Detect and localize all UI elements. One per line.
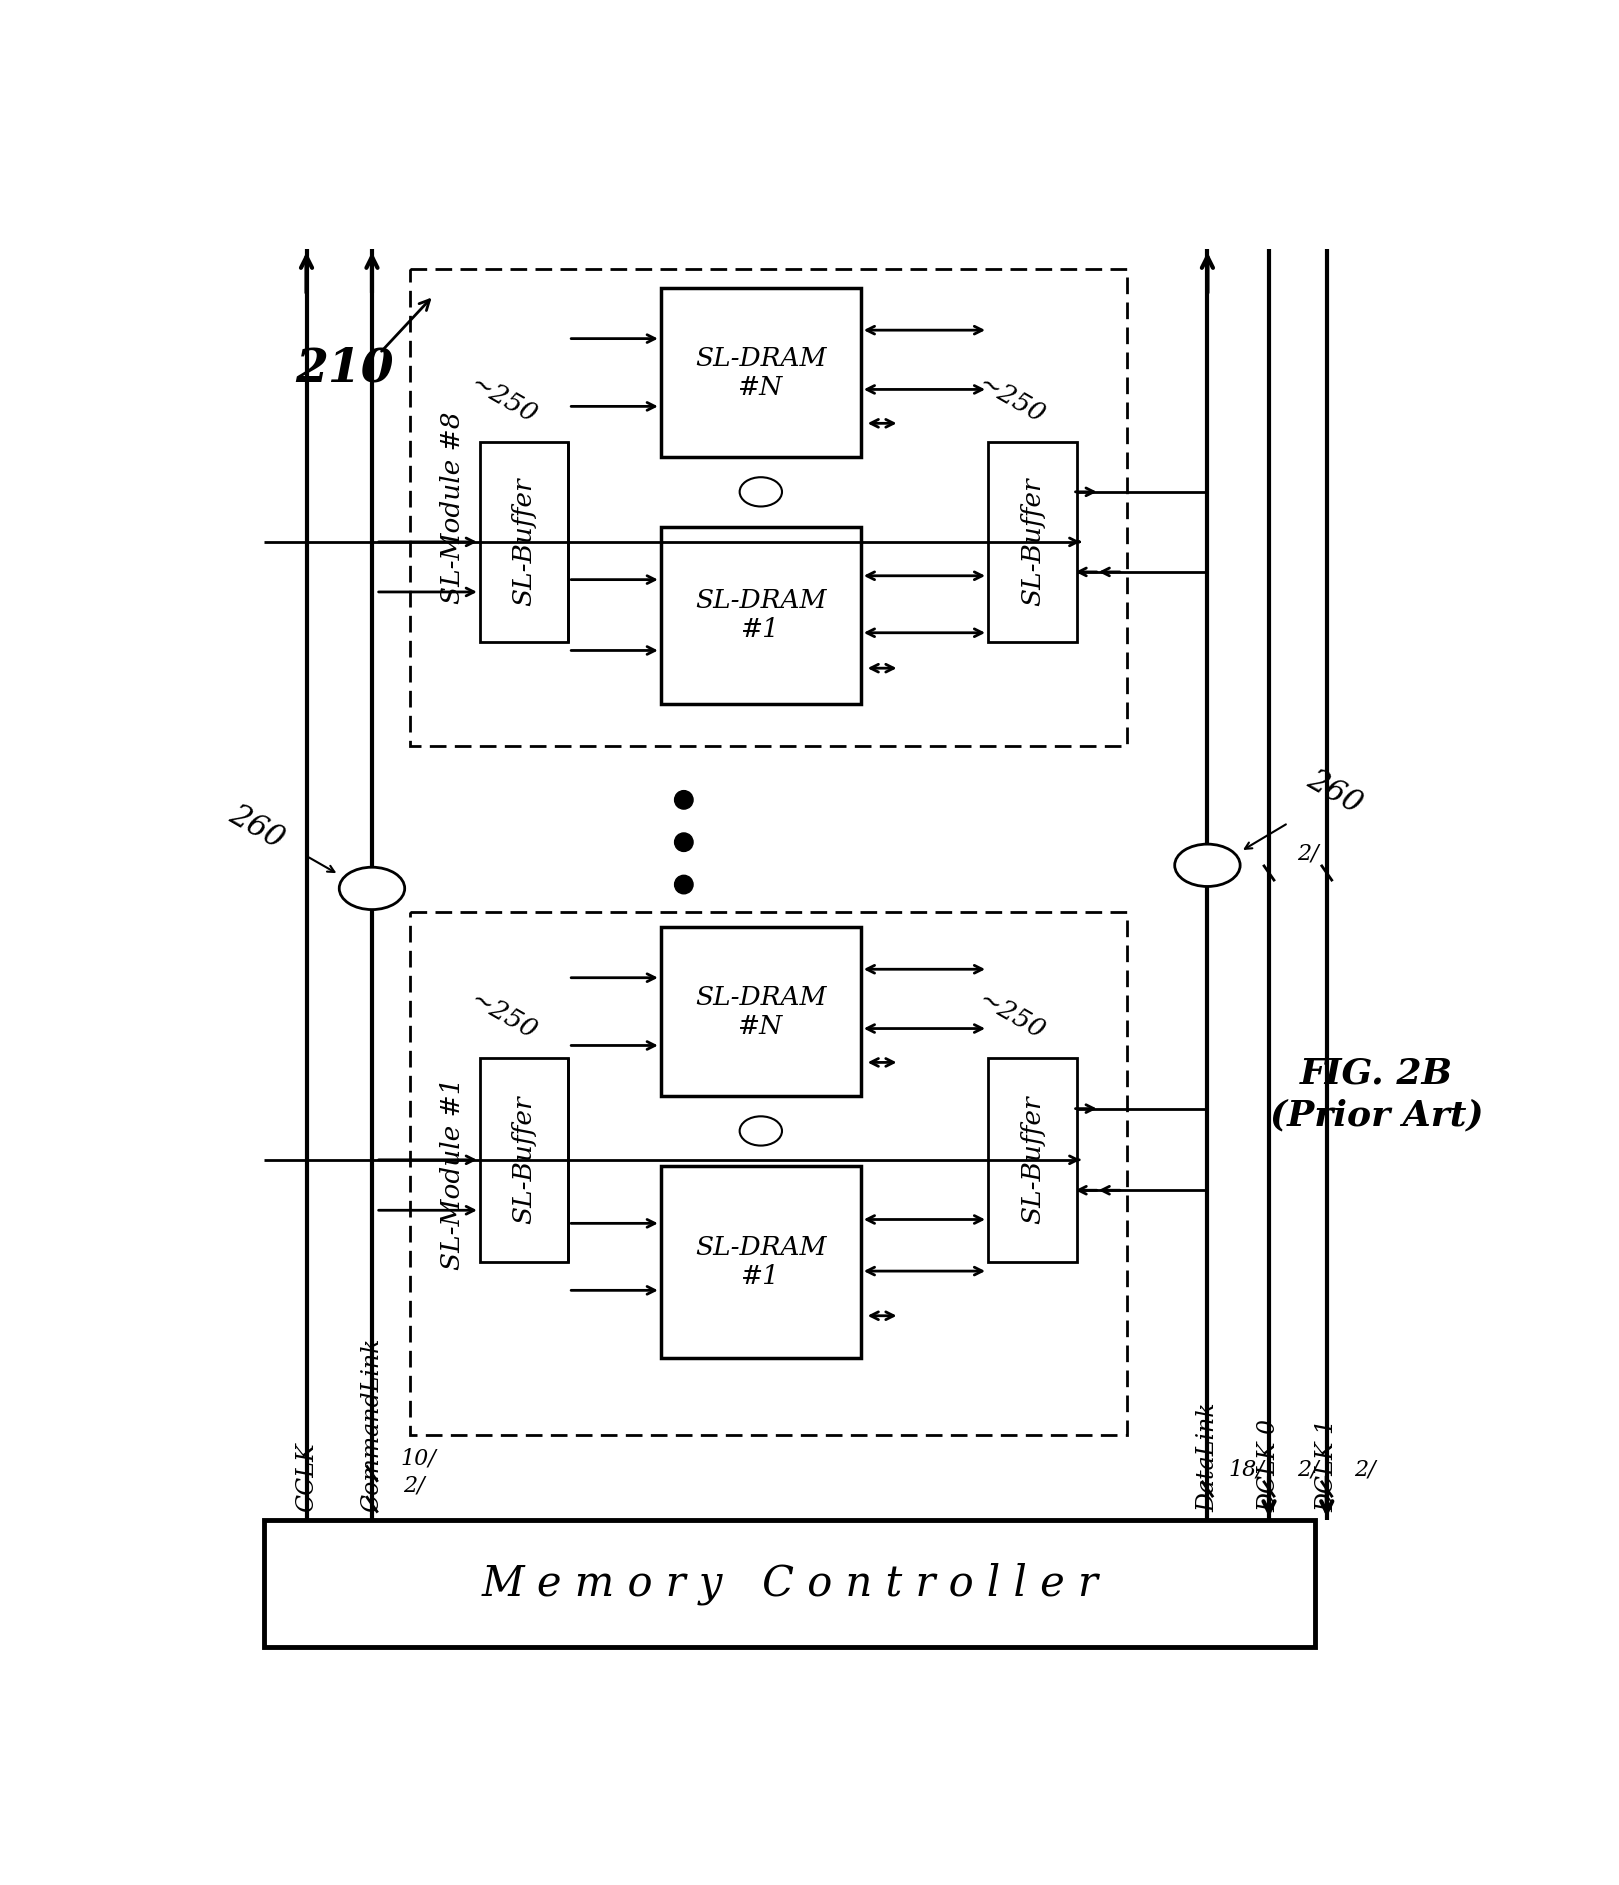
- Circle shape: [675, 875, 693, 893]
- Text: DCLK 0: DCLK 0: [1258, 1419, 1281, 1512]
- Bar: [661, 526, 861, 703]
- Circle shape: [675, 833, 693, 852]
- Text: SL-Buffer: SL-Buffer: [1020, 477, 1044, 607]
- Bar: [661, 927, 861, 1097]
- Text: SL-Buffer: SL-Buffer: [512, 477, 536, 607]
- Text: CommandLink: CommandLink: [361, 1338, 384, 1512]
- Text: DCLK 1: DCLK 1: [1315, 1419, 1339, 1512]
- Text: 2/: 2/: [1297, 843, 1318, 865]
- Ellipse shape: [340, 867, 405, 910]
- Text: DataLink: DataLink: [1196, 1402, 1219, 1512]
- Ellipse shape: [1175, 844, 1240, 886]
- Text: SL-DRAM
#1: SL-DRAM #1: [695, 588, 827, 643]
- Text: FIG. 2B: FIG. 2B: [1300, 1056, 1454, 1090]
- Bar: [479, 441, 568, 643]
- Text: 2/: 2/: [1355, 1459, 1376, 1482]
- Bar: [264, 1519, 1315, 1647]
- Text: ~250: ~250: [465, 371, 541, 428]
- Text: 260: 260: [223, 799, 290, 854]
- Text: SL-DRAM
#N: SL-DRAM #N: [695, 345, 827, 400]
- Text: SL-Module #1: SL-Module #1: [440, 1076, 465, 1270]
- Circle shape: [675, 790, 693, 809]
- Text: ~250: ~250: [465, 986, 541, 1044]
- Bar: [661, 288, 861, 458]
- Bar: [988, 1057, 1077, 1261]
- Text: 18/: 18/: [1229, 1459, 1264, 1482]
- Text: ~250: ~250: [973, 986, 1049, 1044]
- Bar: [411, 912, 1127, 1434]
- Text: SL-DRAM
#1: SL-DRAM #1: [695, 1235, 827, 1289]
- Text: SL-Module #8: SL-Module #8: [440, 411, 465, 603]
- Text: (Prior Art): (Prior Art): [1269, 1099, 1483, 1133]
- Ellipse shape: [740, 477, 782, 507]
- Text: CCLK: CCLK: [295, 1442, 317, 1512]
- Text: SL-Buffer: SL-Buffer: [512, 1095, 536, 1223]
- Bar: [479, 1057, 568, 1261]
- Text: SL-Buffer: SL-Buffer: [1020, 1095, 1044, 1223]
- Text: ~250: ~250: [973, 371, 1049, 428]
- Text: 2/: 2/: [403, 1474, 426, 1497]
- Bar: [988, 441, 1077, 643]
- Text: M e m o r y   C o n t r o l l e r: M e m o r y C o n t r o l l e r: [481, 1563, 1098, 1604]
- Text: 2/: 2/: [1297, 1459, 1318, 1482]
- Bar: [661, 1165, 861, 1357]
- Ellipse shape: [740, 1116, 782, 1146]
- Text: 260: 260: [1302, 763, 1368, 820]
- Text: 210: 210: [296, 345, 395, 392]
- Text: 10/: 10/: [400, 1448, 436, 1468]
- Text: SL-DRAM
#N: SL-DRAM #N: [695, 984, 827, 1039]
- Bar: [411, 268, 1127, 746]
